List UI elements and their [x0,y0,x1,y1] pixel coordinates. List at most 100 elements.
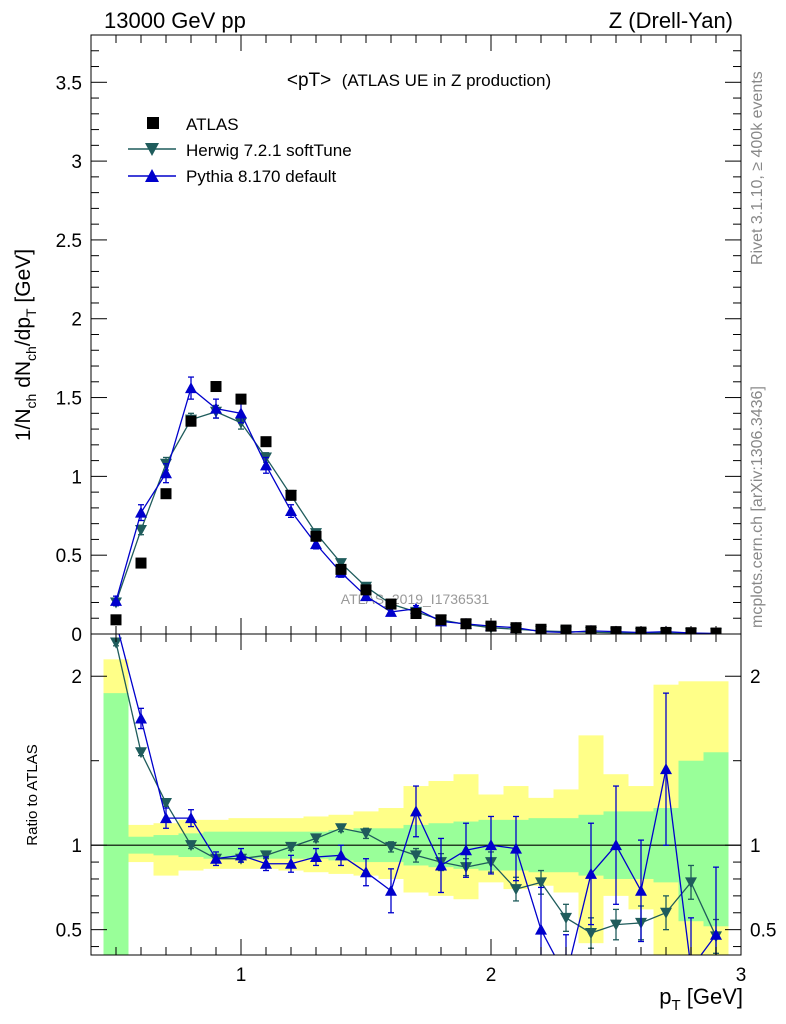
ratio-ytick-label: 0.5 [56,921,82,942]
legend-label-pythia: Pythia 8.170 default [186,167,337,186]
legend-marker-pythia [145,169,159,182]
main-atlas-point [310,530,322,542]
main-pythia-point [360,590,372,602]
ratio-herwig-point [360,828,372,840]
xlabel-b: T [671,997,680,1014]
ratio-xtick-label: 1 [236,965,247,986]
main-ytick-label: 3.5 [56,73,82,94]
ratio-pythia-point [660,763,672,775]
ratio-pythia-point [185,812,197,824]
ratio-pythia-point [435,859,447,871]
main-herwig-point [135,524,147,536]
main-pythia-point [110,594,122,606]
main-ylabel-d: ch [23,346,39,361]
main-pythia-point [310,538,322,550]
ratio-ytick-label-right: 2 [750,667,761,688]
ratio-ytick-label: 1 [71,836,82,857]
main-atlas-point [260,436,272,448]
ratio-herwig-point [310,833,322,845]
main-ytick-label: 0.5 [56,546,82,567]
main-ytick-label: 2 [71,310,82,331]
main-pythia-point [285,505,297,517]
main-atlas-point [110,614,122,626]
main-atlas-point [360,584,372,596]
main-ylabel-g: [GeV] [12,249,35,309]
main-atlas-point [285,489,297,501]
ratio-pythia-point [635,884,647,896]
header-left: 13000 GeV pp [104,8,246,33]
main-atlas-point [210,381,222,393]
main-ylabel-f: T [23,308,39,317]
legend: ATLAS Herwig 7.2.1 softTune Pythia 8.170… [128,115,352,186]
main-atlas-point [235,393,247,405]
main-ytick-label: 0 [71,625,82,646]
ratio-herwig-point [260,850,272,862]
main-title-main: <pT> [287,70,331,91]
ratio-herwig-point [560,912,572,924]
ratio-herwig-point [685,877,697,889]
ratio-herwig-point [385,841,397,853]
ratio-band-inner [103,693,129,955]
ratio-ytick-label: 2 [71,667,82,688]
main-ytick-label: 3 [71,152,82,173]
main-ytick-label: 1 [71,467,82,488]
main-atlas-point [135,557,147,569]
ratio-pythia-point [585,867,597,879]
main-ytick-label: 2.5 [56,231,82,252]
main-atlas-point [335,563,347,575]
ratio-xtick-label: 3 [736,965,747,986]
main-pythia-point [135,506,147,518]
ratio-pythia-point [310,851,322,863]
main-atlas-point [435,614,447,626]
main-pythia-point [185,382,197,394]
main-pythia-point [210,402,222,414]
legend-label-atlas: ATLAS [186,115,239,134]
xlabel: pT [GeV] [659,984,743,1014]
main-pythia-point [385,605,397,617]
legend-label-herwig: Herwig 7.2.1 softTune [186,141,352,160]
main-title: <pT> (ATLAS UE in Z production) [287,70,551,91]
ratio-pythia-point [285,857,297,869]
main-atlas-point [410,608,422,620]
ratio-herwig-point [285,841,297,853]
ratio-herwig-point [410,850,422,862]
ratio-herwig-point [585,928,597,940]
ratio-pythia-point [385,884,397,896]
legend-marker-herwig [145,143,159,156]
ratio-pythia-point [335,849,347,861]
xlabel-a: p [659,984,671,1009]
main-atlas-point [185,415,197,427]
ratio-herwig-point [610,919,622,931]
ratio-pythia-point [460,844,472,856]
main-atlas-point [160,488,172,500]
main-ylabel-c: dN [12,361,35,394]
ratio-herwig-point [510,884,522,896]
ratio-pythia-point [235,849,247,861]
main-ylabel-b: ch [23,394,39,409]
ratio-herwig-point [660,907,672,919]
ratio-ylabel: Ratio to ATLAS [24,744,41,845]
ratio-herwig-point [110,637,122,649]
ratio-herwig-point [135,747,147,759]
ratio-pythia-point [360,866,372,878]
ratio-pythia-point [135,712,147,724]
ratio-pythia-point [410,805,422,817]
ratio-pythia-point [160,812,172,824]
ratio-pythia-point [210,852,222,864]
ratio-herwig-point [185,840,197,852]
ratio-herwig-point [535,877,547,889]
main-pythia-point [160,467,172,479]
ratio-herwig-point [160,797,172,809]
ratio-pythia-point [560,971,572,982]
mcplots-label: mcplots.cern.ch [arXiv:1306.3436] [749,386,766,628]
ratio-series [91,634,741,982]
main-ylabel-e: /dp [12,317,35,346]
ratio-xtick-label: 2 [486,965,497,986]
main-pythia-point [235,407,247,419]
xlabel-c: [GeV] [681,984,743,1009]
main-ylabel-a: 1/N [12,408,35,441]
ratio-pythia-point [260,857,272,869]
main-atlas-point [460,618,472,630]
ratio-pythia-point [535,923,547,935]
